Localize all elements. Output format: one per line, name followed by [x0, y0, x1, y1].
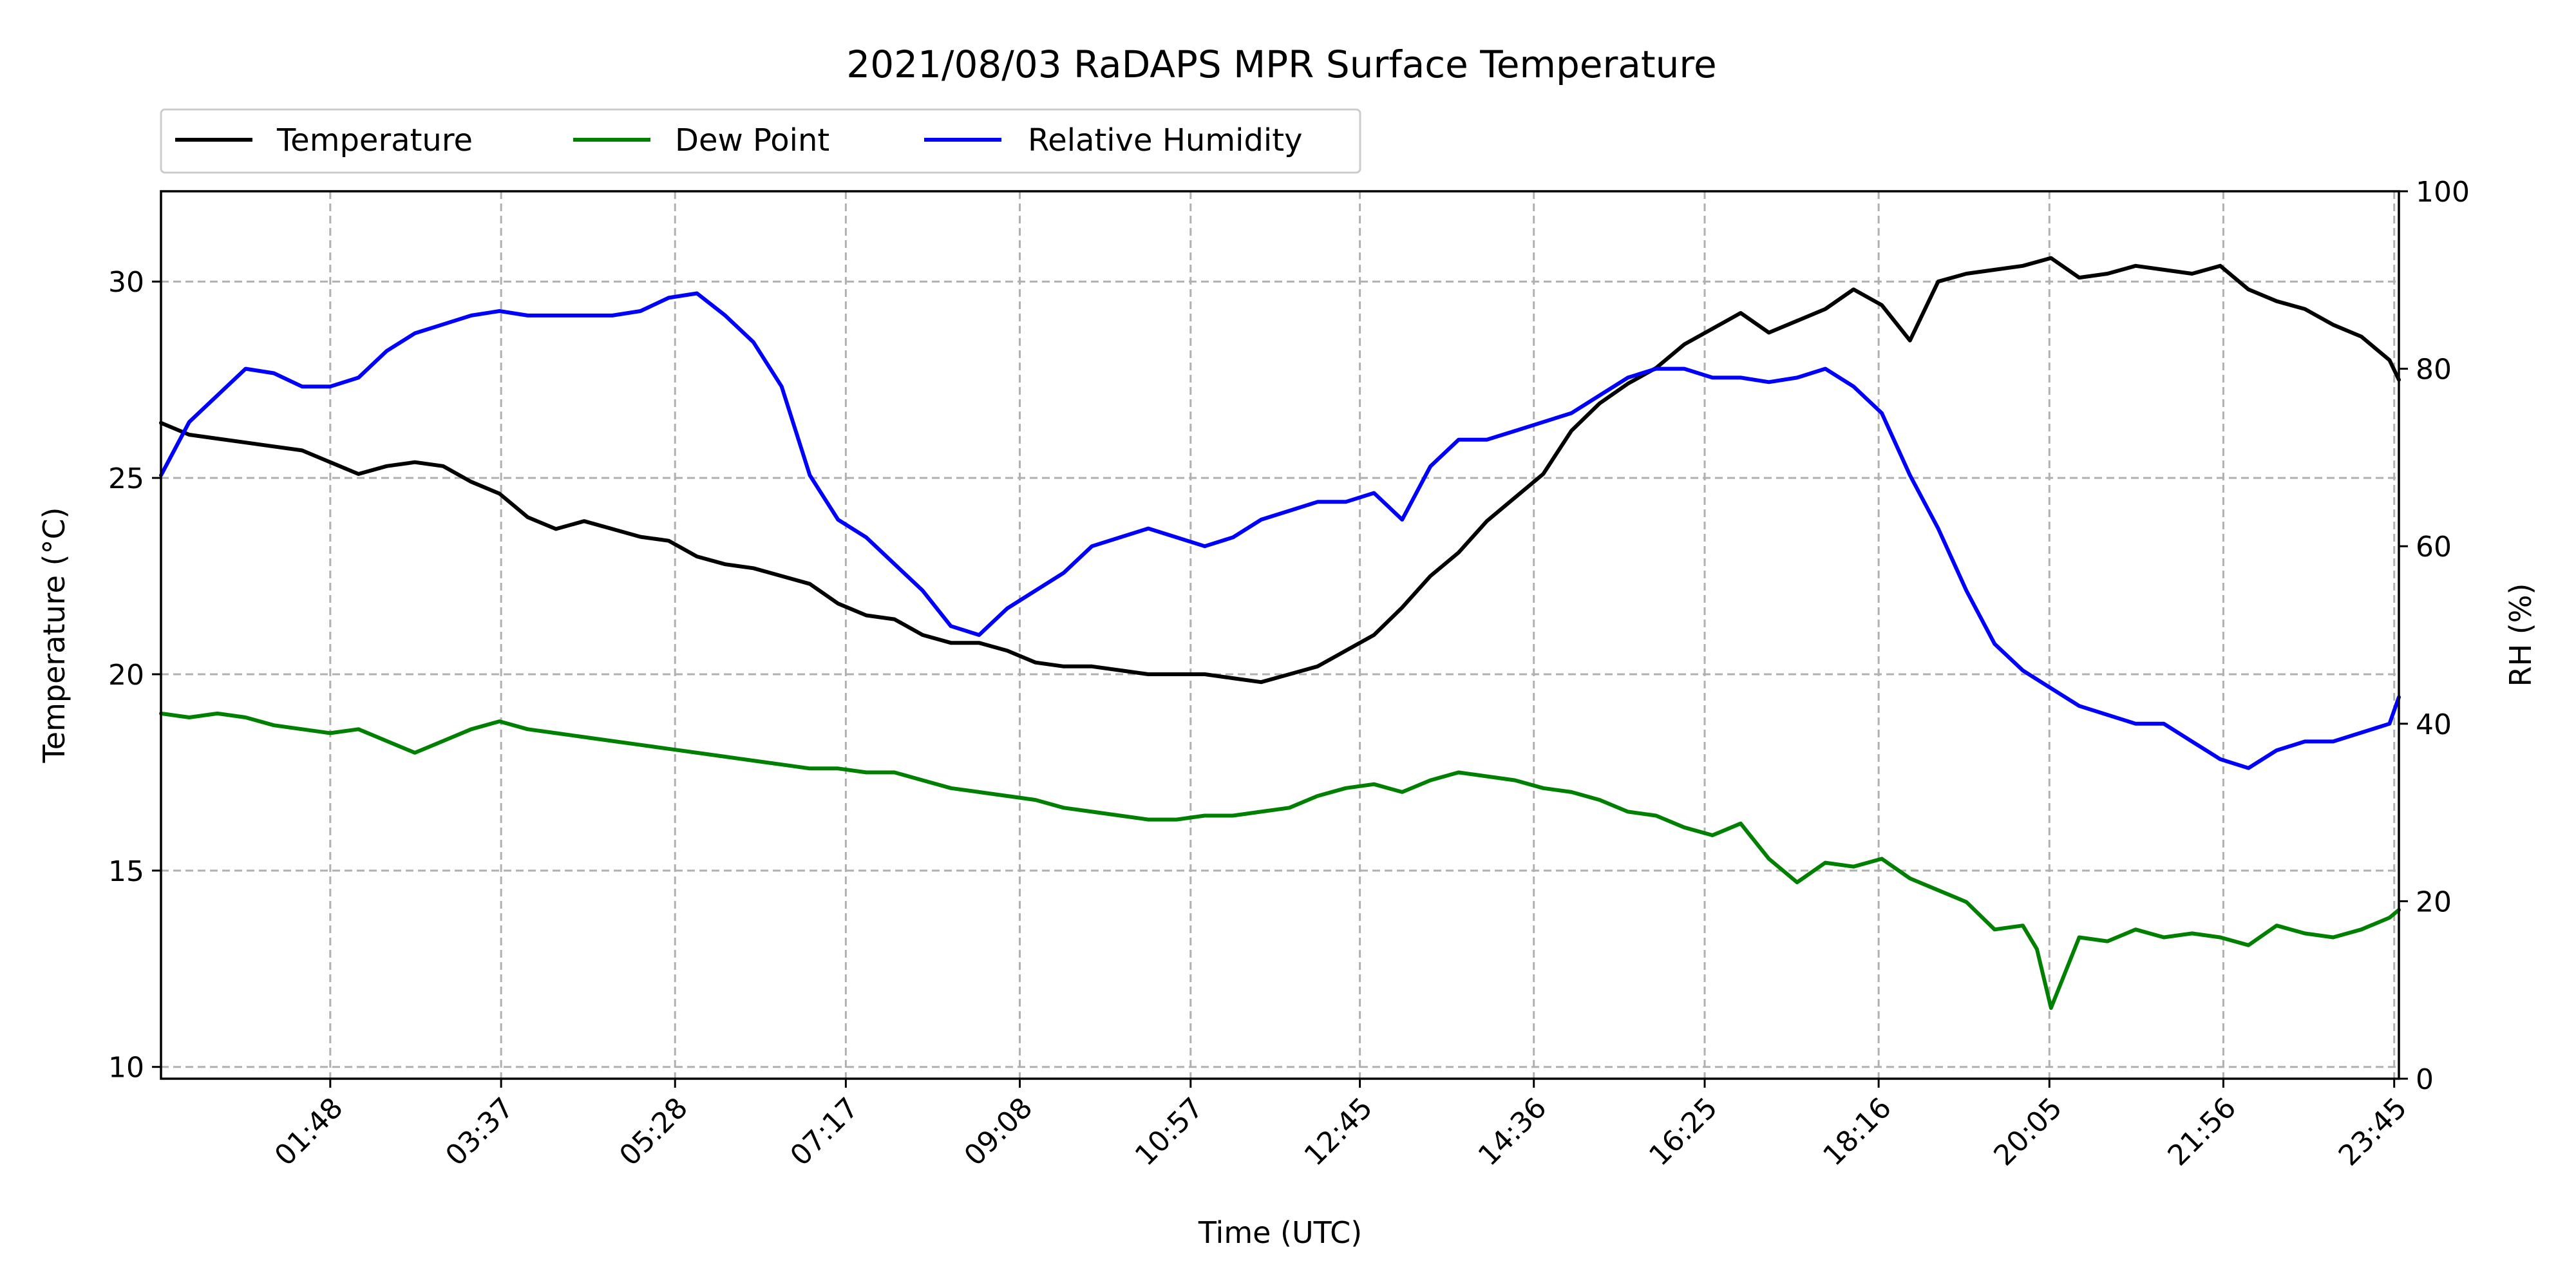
y-tick-label: 25: [108, 462, 144, 495]
y-tick-label: 30: [108, 266, 144, 299]
y2-axis-title: RH (%): [2503, 583, 2538, 687]
x-tick-label: 23:45: [2333, 1092, 2414, 1173]
series-line-temperature: [159, 256, 2401, 685]
legend-label-temperature: Temperature: [276, 122, 473, 158]
series-layer: [159, 256, 2401, 1010]
x-tick-label: 20:05: [1987, 1092, 2069, 1173]
chart-title: 2021/08/03 RaDAPS MPR Surface Temperatur…: [846, 43, 1716, 86]
x-tick-label: 05:28: [613, 1092, 694, 1173]
x-axis-title: Time (UTC): [1198, 1215, 1362, 1250]
plot-frame: [160, 190, 2400, 1080]
x-tick-label: 03:37: [439, 1092, 520, 1173]
grid: [161, 191, 2399, 1079]
series-line-dew-point: [159, 711, 2401, 1010]
x-tick-label: 10:57: [1129, 1092, 1210, 1173]
x-axis: 01:48 03:37 05:28 07:17 09:08 10:57 12:45 14:36…: [269, 1079, 2414, 1173]
y-tick-label: 10: [108, 1052, 144, 1084]
y-tick-label: 20: [108, 659, 144, 692]
y-tick-label: 15: [108, 855, 144, 888]
x-tick-label: 01:48: [269, 1092, 350, 1173]
x-tick-label: 07:17: [784, 1092, 865, 1173]
y2-tick-label: 20: [2416, 886, 2452, 918]
y2-tick-label: 40: [2416, 708, 2452, 741]
x-tick-label: 18:16: [1817, 1092, 1898, 1173]
x-tick-label: 12:45: [1298, 1092, 1379, 1173]
x-tick-label: 21:56: [2161, 1092, 2242, 1173]
y-axis-left: 10 15 20 25 30: [108, 266, 161, 1084]
y-axis-right: 0 20 40 60 80 100: [2399, 176, 2470, 1096]
y2-tick-label: 100: [2416, 176, 2470, 209]
x-tick-label: 14:36: [1472, 1092, 1553, 1173]
legend: Temperature Dew Point Relative Humidity: [160, 108, 1361, 174]
x-tick-label: 09:08: [958, 1092, 1039, 1173]
legend-label-dew-point: Dew Point: [675, 122, 829, 158]
series-line-relative-humidity: [159, 291, 2401, 770]
y2-tick-label: 80: [2416, 354, 2452, 386]
y-axis-title: Temperature (°C): [37, 507, 71, 763]
legend-label-relative-humidity: Relative Humidity: [1028, 122, 1302, 158]
x-tick-label: 16:25: [1643, 1092, 1724, 1173]
legend-box: [160, 108, 1361, 174]
y2-tick-label: 60: [2416, 531, 2452, 564]
y2-tick-label: 0: [2416, 1063, 2434, 1096]
